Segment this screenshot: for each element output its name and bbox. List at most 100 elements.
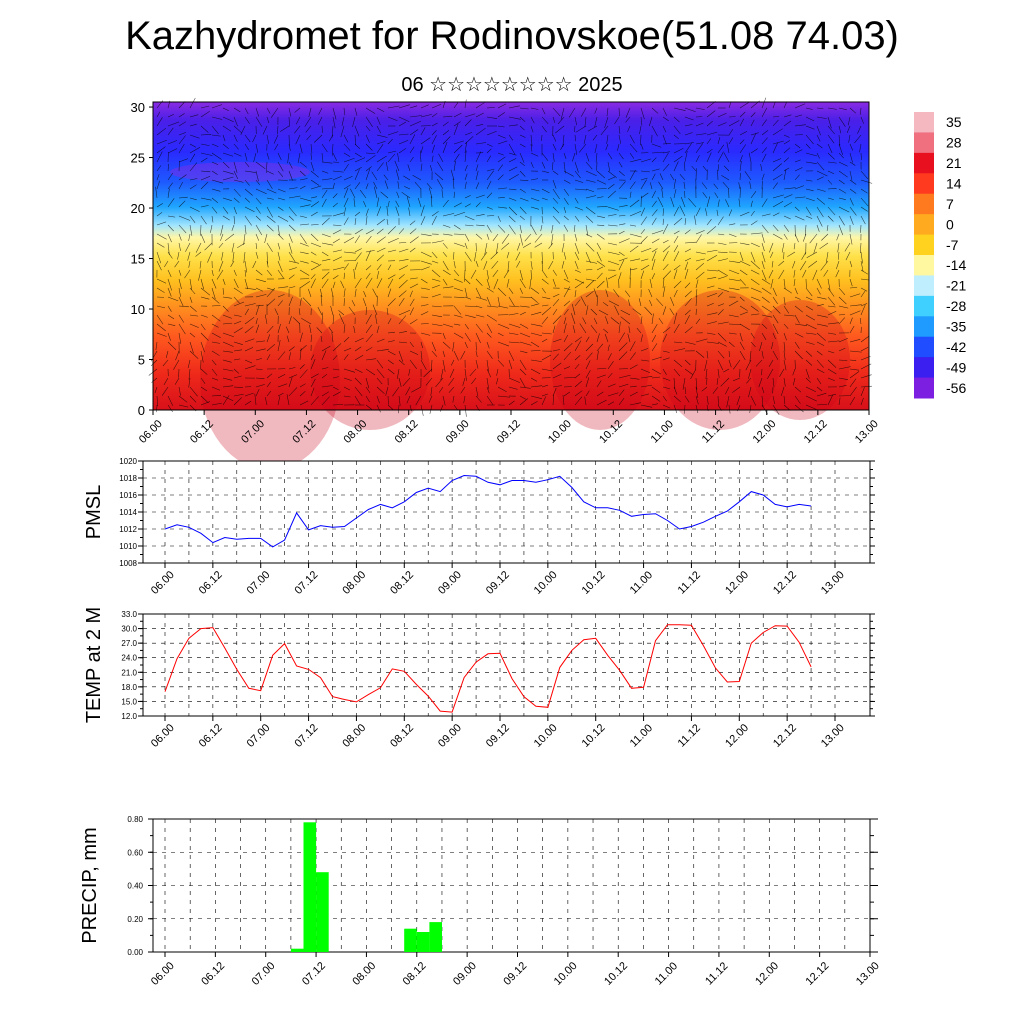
wind-barb <box>596 374 606 379</box>
wind-barb <box>827 359 837 368</box>
wind-barb <box>508 287 514 294</box>
wind-barb <box>530 341 540 348</box>
wind-barb <box>365 208 369 217</box>
precip-bar <box>290 948 304 952</box>
wind-barb <box>827 305 836 308</box>
wind-barb <box>673 341 683 344</box>
wind-barb <box>662 245 671 253</box>
wind-barb <box>816 188 826 192</box>
wind-barb <box>684 368 693 375</box>
wind-barb <box>508 323 521 328</box>
wind-barb <box>156 332 167 337</box>
wind-barb <box>519 341 532 346</box>
wind-barb <box>750 220 758 226</box>
wind-barb <box>321 367 329 370</box>
wind-barb <box>211 116 223 120</box>
wind-barb <box>442 323 454 328</box>
wind-barb <box>519 395 526 400</box>
wind-barb <box>739 155 743 163</box>
wind-barb <box>574 251 580 261</box>
wind-barb <box>574 179 584 183</box>
wind-barb <box>200 224 202 236</box>
wind-barb <box>838 206 850 213</box>
wind-barb <box>838 152 844 159</box>
wind-barb <box>794 332 804 338</box>
wind-barb <box>412 174 422 181</box>
x-tick-label: 12.12 <box>802 418 830 446</box>
wind-barb <box>288 195 301 199</box>
wind-barb <box>728 323 741 325</box>
wind-barb <box>420 304 429 307</box>
x-tick-label: 12.12 <box>804 960 832 988</box>
wind-barb <box>321 385 333 388</box>
wind-barb <box>420 341 423 349</box>
wind-barb <box>387 359 394 365</box>
wind-barb <box>794 167 803 172</box>
wind-barb <box>695 271 705 280</box>
wind-barb <box>211 386 221 391</box>
wind-barb <box>167 296 179 302</box>
wind-barb <box>189 350 199 359</box>
x-tick-label: 10.00 <box>546 418 574 446</box>
wind-barb <box>750 313 760 316</box>
wind-barb <box>490 251 499 260</box>
wind-barb <box>684 218 687 226</box>
wind-barb <box>453 287 463 292</box>
wind-barb <box>174 377 180 385</box>
wind-barb <box>816 134 821 142</box>
wind-barb <box>321 345 331 352</box>
wind-barb <box>431 323 443 327</box>
wind-barb <box>662 143 671 145</box>
x-tick-label: 11.12 <box>703 960 730 987</box>
wind-barb <box>233 296 240 304</box>
wind-barb <box>849 396 856 406</box>
wind-barb <box>189 146 201 154</box>
wind-barb <box>530 143 533 152</box>
wind-barb <box>695 133 707 136</box>
wind-barb <box>398 121 407 127</box>
wind-barb <box>781 386 785 396</box>
wind-barb <box>639 125 642 135</box>
wind-barb <box>177 251 180 260</box>
wind-barb <box>200 175 211 181</box>
wind-barb <box>486 314 498 322</box>
wind-barb <box>629 364 638 370</box>
wind-barb <box>438 386 444 393</box>
wind-barb <box>497 287 507 297</box>
wind-barb <box>492 233 499 242</box>
wind-barb <box>486 180 492 190</box>
wind-barb <box>464 332 471 342</box>
wind-barb <box>640 334 643 343</box>
wind-barb <box>264 233 268 243</box>
wind-barb <box>156 180 160 190</box>
wind-barb <box>761 251 766 263</box>
wind-barb <box>530 206 540 210</box>
wind-barb <box>618 383 629 388</box>
wind-barb <box>860 397 864 406</box>
wind-barb <box>618 374 631 379</box>
wind-barb <box>717 303 725 307</box>
wind-barb <box>398 242 407 244</box>
wind-barb <box>563 300 571 307</box>
wind-barb <box>310 196 318 199</box>
wind-barb <box>244 392 254 397</box>
y-tick-label: 21.0 <box>121 668 137 677</box>
wind-barb <box>189 184 197 190</box>
wind-barb <box>816 341 825 346</box>
wind-barb <box>651 368 662 375</box>
wind-barb <box>552 349 560 352</box>
wind-barb <box>288 316 292 325</box>
wind-barb <box>304 116 312 127</box>
wind-barb <box>640 368 651 373</box>
wind-barb <box>266 287 276 298</box>
wind-barb <box>207 251 213 263</box>
wind-barb <box>167 198 175 208</box>
wind-barb <box>849 260 853 268</box>
wind-barb <box>453 323 461 326</box>
wind-barb <box>233 368 239 374</box>
y-tick-label: 1014 <box>119 508 137 517</box>
wind-barb <box>376 116 381 125</box>
wind-barb <box>266 298 276 307</box>
wind-barb <box>585 336 590 343</box>
wind-barb <box>783 323 789 329</box>
